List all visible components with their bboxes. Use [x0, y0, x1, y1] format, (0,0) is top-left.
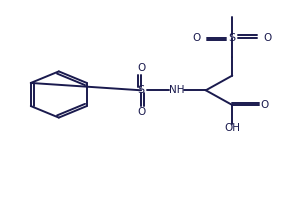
Text: NH: NH — [169, 85, 184, 95]
Text: S: S — [229, 33, 236, 43]
Text: O: O — [137, 63, 145, 73]
Text: S: S — [138, 85, 145, 95]
Text: OH: OH — [224, 123, 240, 133]
Text: O: O — [263, 33, 272, 43]
Text: O: O — [137, 107, 145, 117]
Text: O: O — [260, 100, 269, 110]
Text: O: O — [193, 33, 201, 43]
